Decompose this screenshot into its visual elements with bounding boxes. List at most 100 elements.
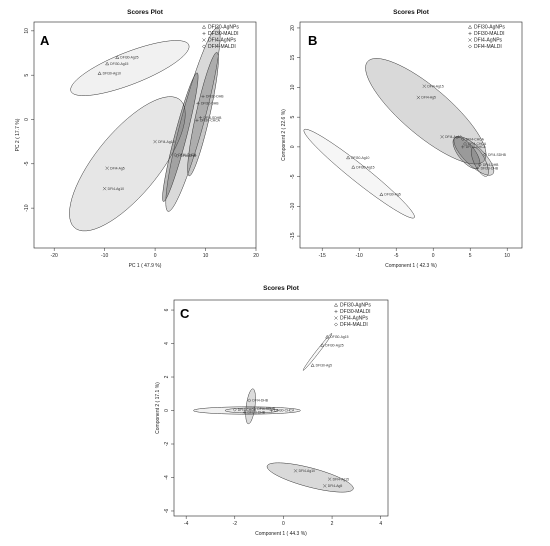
legend-entry: DFI30-MALDI — [340, 309, 371, 315]
marker-stroke — [334, 316, 338, 320]
legend-marker — [201, 24, 207, 29]
chart-title: Scores Plot — [127, 9, 164, 16]
data-point — [422, 84, 427, 89]
point-label: DFI4-Ag15 — [427, 84, 444, 88]
ellipse-layer — [69, 27, 221, 232]
data-point — [327, 477, 332, 481]
y-tick-label: 15 — [290, 55, 296, 61]
point-label: DFI30-Ag25 — [325, 343, 343, 347]
legend-entry: DFI4-MALDI — [340, 322, 368, 328]
legend-entry: DFI4-AgNPs — [340, 316, 369, 322]
legend: DFI30-AgNPsDFI30-MALDIDFI4-AgNPsDFI4-MAL… — [467, 24, 505, 50]
data-point — [105, 61, 110, 66]
point-label: DFI30-Ag15 — [330, 335, 348, 339]
point-label: DFI4-CHCA — [466, 137, 485, 141]
data-point — [242, 410, 247, 414]
data-point — [460, 137, 465, 142]
point-label: DFI4-Ag5 — [110, 166, 125, 170]
y-axis-label: PC 2 ( 17.7 %) — [15, 118, 21, 151]
y-tick-label: -10 — [290, 203, 296, 210]
point-label: DFI30-Ag15 — [110, 62, 128, 66]
y-tick-label: 10 — [290, 84, 296, 90]
point-label: DFI4-SDHB — [204, 116, 223, 120]
point-label: DFI30-DHB — [248, 410, 266, 414]
point-label: DFI30-DHB — [201, 102, 219, 106]
legend-entry: DFI30-AgNPs — [208, 25, 239, 31]
data-point — [201, 94, 205, 99]
x-tick-label: -4 — [184, 521, 189, 527]
x-tick-label: -15 — [319, 253, 326, 259]
marker-stroke — [327, 477, 332, 481]
data-point — [416, 95, 421, 100]
panel-label: C — [180, 306, 190, 321]
marker-stroke — [102, 186, 107, 191]
point-label: DFI4-DHB — [180, 154, 196, 158]
confidence-ellipse — [266, 462, 354, 493]
x-tick-label: -2 — [233, 521, 238, 527]
legend-marker — [202, 31, 206, 36]
point-label: DFI4-SDHB — [257, 407, 276, 411]
point-label: DFI30-Ag25 — [120, 56, 138, 60]
data-point — [102, 186, 107, 191]
x-tick-label: 20 — [253, 253, 259, 259]
point-label: DFI4-Ag15 — [333, 477, 350, 481]
y-tick-label: 2 — [164, 375, 170, 378]
plot-frame — [33, 21, 257, 249]
y-tick-label: -6 — [164, 509, 170, 514]
data-point — [440, 135, 444, 139]
x-tick-label: 4 — [379, 521, 382, 527]
legend: DFI30-AgNPsDFI30-MALDIDFI4-AgNPsDFI4-MAL… — [201, 24, 239, 50]
x-axis-label: Component 1 ( 42.3 %) — [385, 263, 437, 269]
legend-marker — [334, 309, 338, 314]
data-point — [293, 469, 298, 473]
marker-stroke — [416, 95, 421, 100]
data-point — [247, 398, 252, 403]
legend-marker — [468, 44, 472, 49]
data-point — [379, 192, 384, 197]
y-tick-label: 5 — [290, 116, 296, 119]
data-point — [351, 165, 356, 169]
y-tick-label: -2 — [164, 442, 170, 447]
marker-stroke — [422, 84, 427, 89]
point-label: DFI4-CHCA — [238, 408, 257, 412]
marker-stroke — [440, 135, 444, 139]
x-tick-label: 5 — [469, 253, 472, 259]
y-tick-label: 0 — [290, 145, 296, 148]
legend-marker — [334, 316, 338, 320]
chart-title: Scores Plot — [393, 9, 430, 16]
legend-marker — [334, 322, 338, 327]
point-label: DFI4-CHCA — [178, 153, 197, 157]
ellipse-layer — [303, 58, 495, 219]
marker-stroke — [202, 38, 206, 42]
point-label: DFI4-Ag5 — [421, 96, 436, 100]
data-point — [346, 155, 351, 160]
point-label: DFI4-CHCA — [468, 142, 487, 146]
legend: DFI30-AgNPsDFI30-MALDIDFI4-AgNPsDFI4-MAL… — [333, 303, 371, 328]
point-label: DFI30-CHCA — [274, 409, 295, 413]
marker-stroke — [153, 139, 157, 144]
point-label: DFI4-Ag10 — [108, 187, 125, 191]
marker-stroke — [293, 469, 298, 473]
y-tick-label: 6 — [164, 308, 170, 311]
y-tick-label: 20 — [290, 25, 296, 31]
data-point — [310, 363, 315, 367]
panel-label: A — [40, 33, 50, 48]
data-point — [175, 153, 180, 158]
legend-marker — [467, 24, 473, 29]
chart-panel-a: Scores Plot -20 -10 0 10 20 -10 -5 0 5 10 PC 1 ( 47… — [15, 9, 259, 269]
point-label: DFI30-CHCA — [466, 145, 487, 149]
y-tick-label: 10 — [24, 28, 30, 34]
legend-marker — [202, 44, 206, 49]
point-label: DFI4-Ag5 — [328, 484, 343, 488]
x-tick-label: 10 — [203, 253, 209, 259]
x-tick-label: -10 — [356, 253, 363, 259]
legend-marker — [468, 38, 472, 42]
marker-stroke — [468, 38, 472, 42]
confidence-ellipse — [224, 407, 279, 414]
data-point — [252, 406, 257, 411]
point-label: DFI4-DHB — [252, 399, 268, 403]
data-point — [97, 71, 102, 75]
data-point — [476, 166, 480, 170]
confidence-ellipse — [162, 72, 199, 202]
data-point — [196, 101, 200, 106]
